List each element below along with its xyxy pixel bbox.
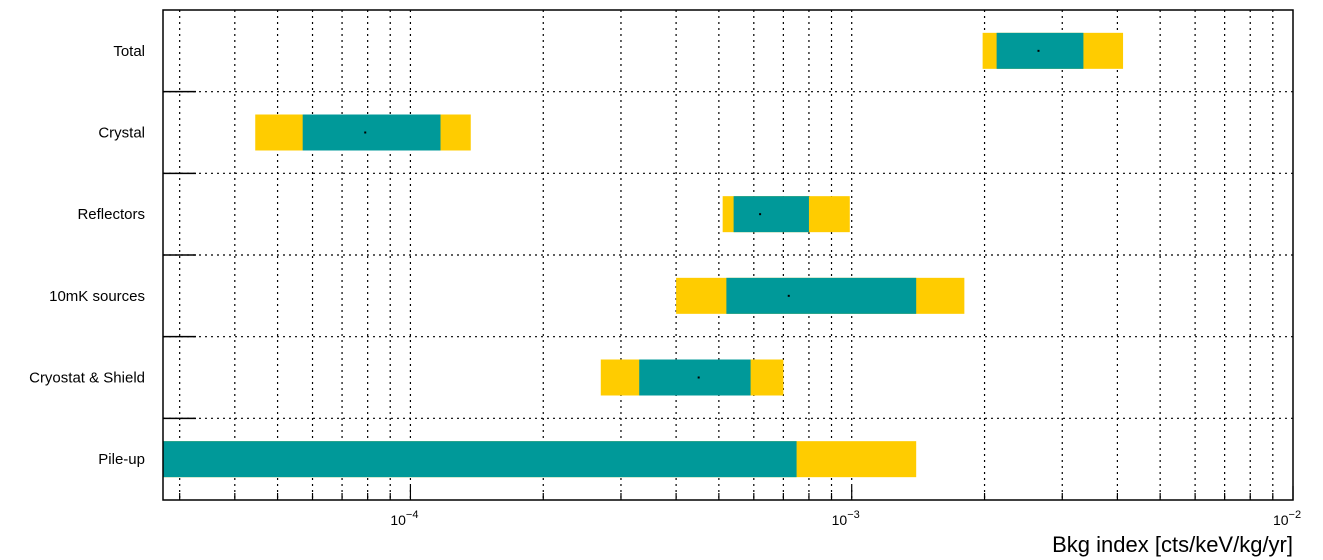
central-value-marker <box>787 294 790 297</box>
category-label: Total <box>113 43 145 60</box>
plot-frame <box>162 9 1294 501</box>
inner-band-bar <box>733 196 809 233</box>
x-tick-label: 10−3 <box>832 509 860 528</box>
x-tick-label: 10−2 <box>1273 509 1301 528</box>
central-value-marker <box>759 213 762 216</box>
central-value-marker <box>364 131 367 134</box>
inner-band-bar <box>163 441 797 478</box>
central-value-marker <box>697 376 700 379</box>
inner-band-bar <box>726 277 917 314</box>
category-labels: Total Crystal Reflectors 10mK sources Cryost… <box>29 43 145 468</box>
category-label: Crystal <box>98 125 145 142</box>
x-axis-title: Bkg index [cts/keV/kg/yr] <box>1052 532 1293 557</box>
inner-band-bar <box>996 32 1084 69</box>
category-label: Cryostat & Shield <box>29 370 145 387</box>
x-tick-label: 10−4 <box>390 509 418 528</box>
x-axis-ticks: 10−4 10−3 10−2 <box>179 486 1301 528</box>
category-label: 10mK sources <box>49 288 145 305</box>
category-label: Reflectors <box>77 206 145 223</box>
inner-band-bar <box>302 114 441 151</box>
bands <box>163 32 1124 478</box>
central-value-marker <box>1037 49 1040 52</box>
category-label: Pile-up <box>98 451 145 468</box>
inner-band-bar <box>639 359 751 396</box>
grid-lines <box>163 10 1293 500</box>
